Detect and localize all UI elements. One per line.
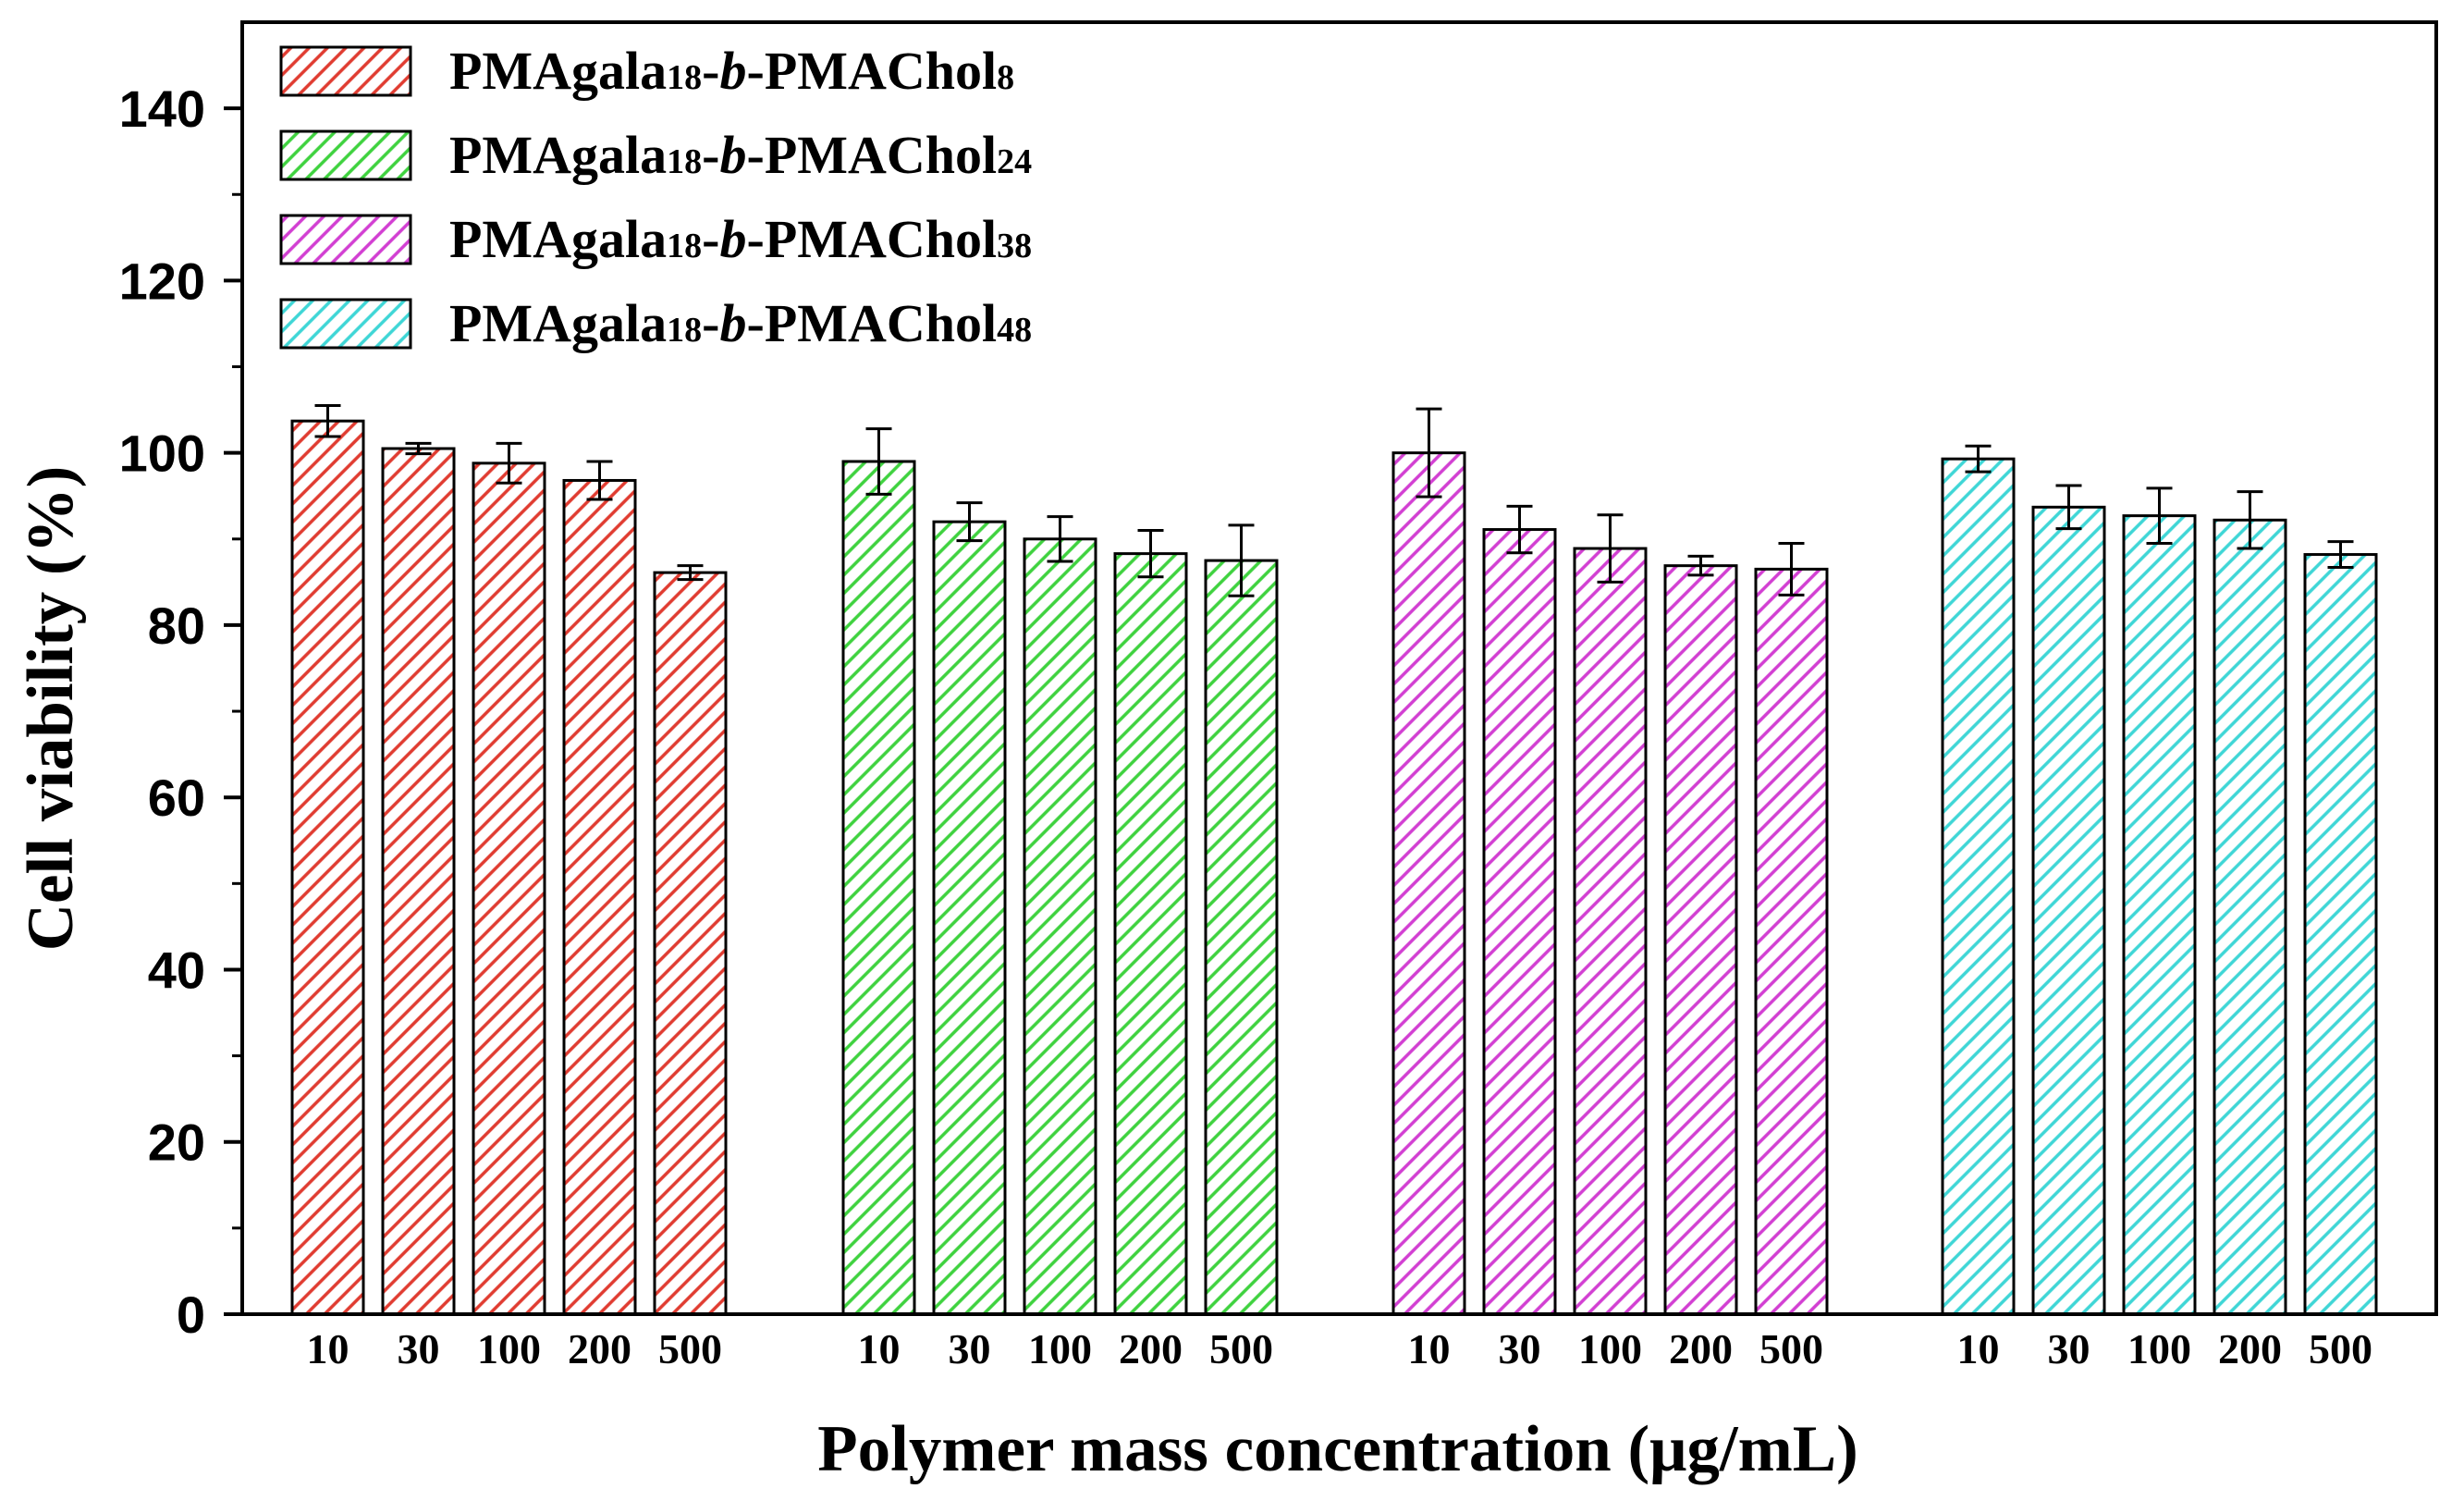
legend-swatch — [279, 129, 412, 181]
bar-series1-500 — [653, 571, 728, 1316]
error-bar-series1-500 — [677, 564, 704, 582]
bar-series4-100 — [2122, 514, 2197, 1316]
error-bar-series3-500 — [1778, 541, 1805, 597]
y-tick-label: 0 — [177, 1286, 205, 1344]
error-bar-series2-30 — [956, 501, 983, 543]
error-bar-series4-100 — [2146, 486, 2173, 545]
x-tick-label: 10 — [1957, 1325, 2000, 1372]
bar-series3-10 — [1391, 451, 1466, 1316]
error-bar-series2-10 — [865, 427, 892, 496]
bar-series3-100 — [1573, 547, 1648, 1316]
x-tick-label: 100 — [1578, 1325, 1642, 1372]
error-bar-series3-10 — [1416, 407, 1442, 498]
y-tick-label: 140 — [119, 80, 205, 138]
x-tick-label: 10 — [1408, 1325, 1451, 1372]
bar-series4-30 — [2031, 505, 2106, 1316]
bar-series2-200 — [1113, 552, 1188, 1316]
error-bar-series1-200 — [586, 460, 613, 501]
legend-swatch — [279, 214, 412, 265]
bar-series2-100 — [1023, 537, 1097, 1316]
error-bar-series4-500 — [2327, 540, 2354, 570]
legend-label: PMAgala18-b-PMAChol48 — [449, 293, 1032, 353]
x-tick-label: 200 — [1669, 1325, 1733, 1372]
x-tick-label: 200 — [568, 1325, 631, 1372]
legend-entry-series4: PMAgala18-b-PMAChol48 — [279, 293, 1032, 353]
axes-layer — [240, 20, 2438, 1316]
bar-series2-10 — [841, 460, 916, 1316]
x-tick-label: 200 — [2218, 1325, 2282, 1372]
x-tick-label: 10 — [307, 1325, 349, 1372]
error-bar-series4-10 — [1965, 444, 1992, 474]
plot-frame — [240, 20, 2438, 1316]
x-tick-label: 30 — [398, 1325, 440, 1372]
bar-series3-30 — [1482, 528, 1557, 1316]
y-tick-label: 80 — [148, 597, 205, 655]
x-tick-label: 100 — [2127, 1325, 2191, 1372]
error-bars-layer — [314, 403, 2354, 597]
bar-series4-500 — [2303, 553, 2378, 1316]
legend-swatch — [279, 298, 412, 350]
bar-series4-10 — [1941, 457, 2016, 1316]
error-bar-series3-200 — [1687, 554, 1714, 577]
error-bar-series4-200 — [2237, 490, 2263, 550]
error-bar-series1-30 — [405, 441, 432, 456]
bar-series1-10 — [290, 419, 365, 1316]
legend-label: PMAgala18-b-PMAChol38 — [449, 209, 1032, 269]
legend-swatch — [279, 45, 412, 97]
error-bar-series2-200 — [1137, 528, 1164, 579]
bars-layer — [290, 419, 2378, 1316]
x-tick-label: 30 — [2048, 1325, 2090, 1372]
y-tick-label: 120 — [119, 252, 205, 310]
y-tick-label: 60 — [148, 769, 205, 827]
x-axis-title: Polymer mass concentration (μg/mL) — [817, 1413, 1857, 1485]
y-tick-label: 20 — [148, 1113, 205, 1172]
x-tick-label: 100 — [477, 1325, 541, 1372]
bar-series3-200 — [1663, 564, 1738, 1316]
legend-label: PMAgala18-b-PMAChol8 — [449, 41, 1014, 101]
bar-series1-30 — [381, 447, 456, 1316]
y-tick-label: 100 — [119, 424, 205, 483]
legend: PMAgala18-b-PMAChol8 PMAgala18-b-PMAChol2… — [279, 41, 1032, 353]
error-bar-series2-100 — [1047, 515, 1073, 563]
x-tick-label: 500 — [1759, 1325, 1823, 1372]
y-tick-label: 40 — [148, 941, 205, 999]
bar-series1-100 — [472, 461, 546, 1316]
x-tick-label: 500 — [658, 1325, 722, 1372]
legend-label: PMAgala18-b-PMAChol24 — [449, 125, 1032, 185]
x-tick-label: 200 — [1119, 1325, 1183, 1372]
error-bar-series1-10 — [314, 403, 341, 438]
x-tick-label: 30 — [1499, 1325, 1541, 1372]
y-axis-title: Cell viability (%) — [15, 466, 87, 952]
error-bar-series4-30 — [2055, 484, 2082, 531]
ticks-layer: 10 30 100 200 500 10 30 100 200 500 10 30 100 200 500 1… — [119, 80, 2372, 1372]
bar-series3-500 — [1754, 567, 1829, 1316]
x-tick-label: 500 — [2309, 1325, 2372, 1372]
error-bar-series3-30 — [1506, 504, 1533, 555]
x-tick-label: 100 — [1028, 1325, 1092, 1372]
error-bar-series1-100 — [496, 441, 522, 485]
legend-entry-series3: PMAgala18-b-PMAChol38 — [279, 209, 1032, 269]
bar-series4-200 — [2213, 518, 2287, 1316]
bar-series2-500 — [1204, 559, 1279, 1316]
error-bar-series2-500 — [1228, 523, 1255, 597]
bar-series2-30 — [932, 520, 1007, 1316]
x-tick-label: 500 — [1209, 1325, 1273, 1372]
error-bar-series3-100 — [1597, 513, 1624, 584]
legend-entry-series1: PMAgala18-b-PMAChol8 — [279, 41, 1014, 101]
bar-series1-200 — [562, 478, 637, 1316]
x-tick-label: 10 — [858, 1325, 901, 1372]
legend-entry-series2: PMAgala18-b-PMAChol24 — [279, 125, 1032, 185]
x-tick-label: 30 — [949, 1325, 991, 1372]
